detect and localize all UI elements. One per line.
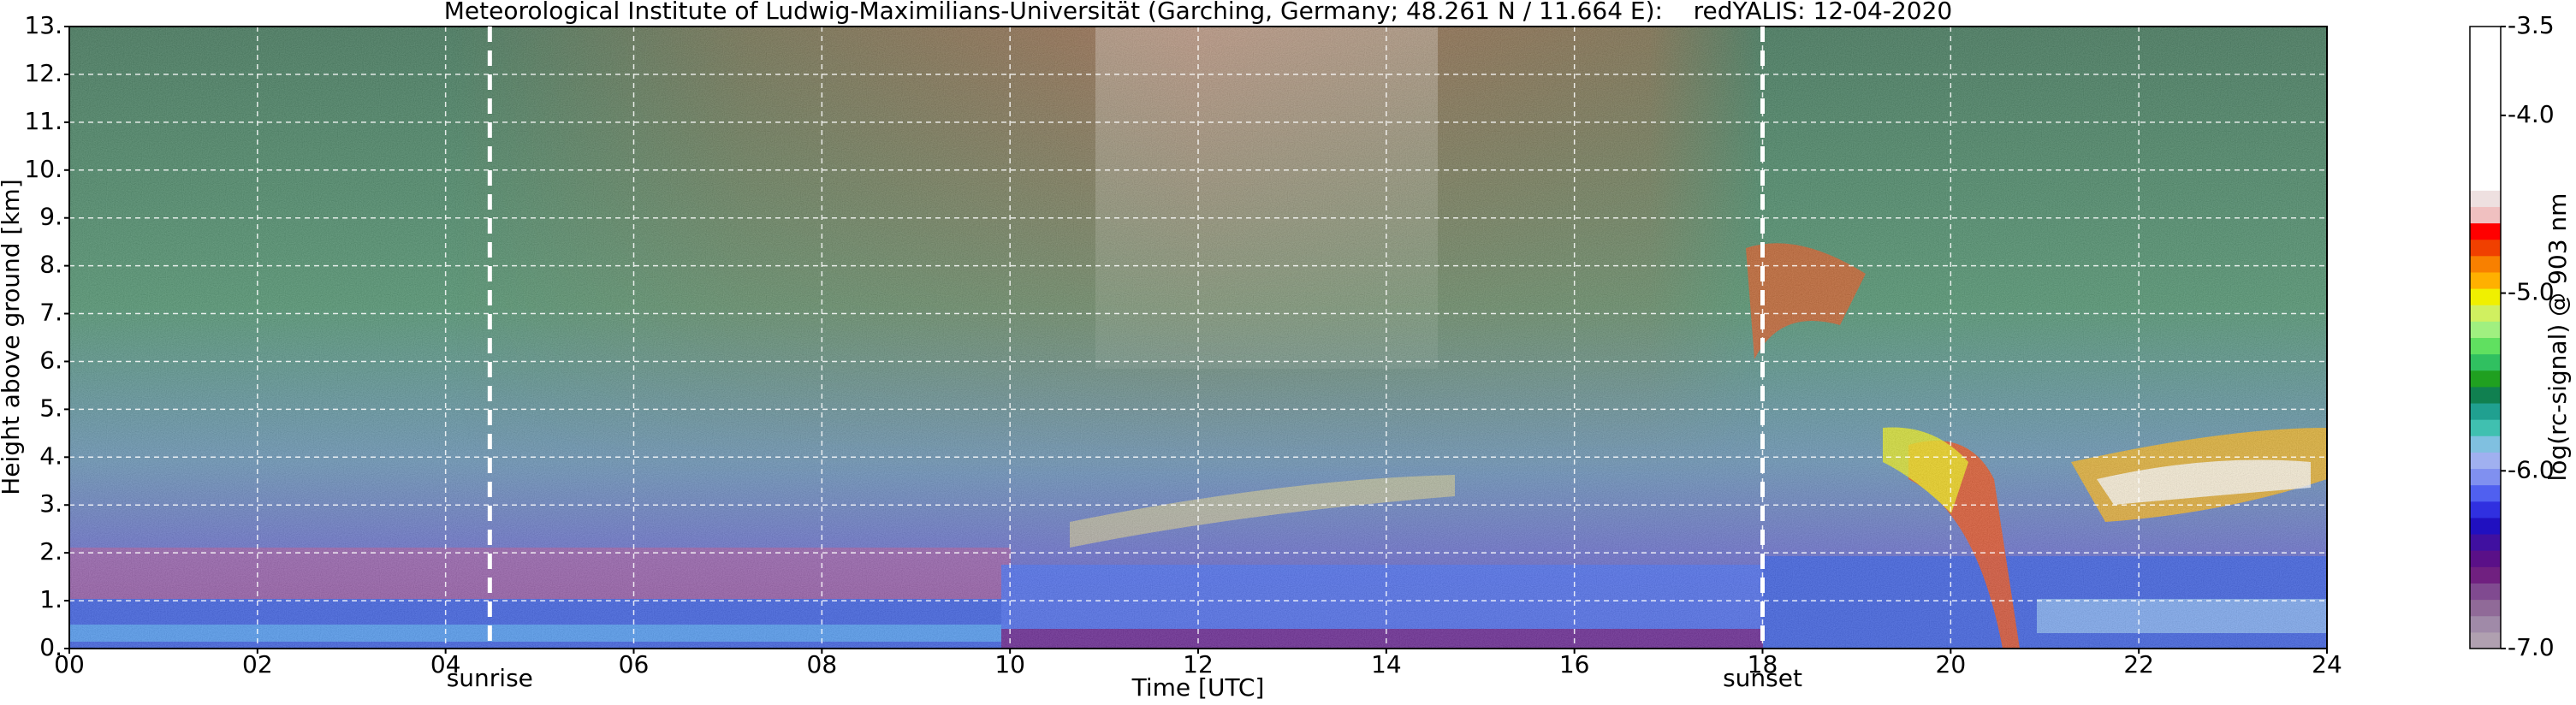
x-tick-label: 06 <box>619 650 650 678</box>
colorbar-swatch <box>2470 271 2501 289</box>
x-tick-label: 10 <box>994 650 1025 678</box>
colorbar-swatch <box>2470 255 2501 273</box>
y-tick-label: 1. <box>39 585 62 613</box>
y-tick-label: 3. <box>39 489 62 518</box>
colorbar-swatch <box>2470 124 2501 142</box>
colorbar-swatch <box>2470 386 2501 404</box>
x-tick-label: 24 <box>2312 650 2342 678</box>
colorbar-tick-label: -6.0 <box>2508 455 2555 483</box>
y-tick-label: 2. <box>39 537 62 566</box>
colorbar-swatch <box>2470 370 2501 388</box>
colorbar-swatch <box>2470 583 2501 601</box>
x-tick-label: 02 <box>242 650 273 678</box>
y-tick-label: 6. <box>39 346 62 374</box>
colorbar-swatch <box>2470 403 2501 420</box>
y-tick-label: 11. <box>24 107 62 135</box>
x-tick-label: 00 <box>54 650 85 678</box>
y-axis-label: Height above ground [km] <box>0 179 25 495</box>
colorbar-swatch <box>2470 353 2501 371</box>
y-tick-label: 8. <box>39 251 62 279</box>
colorbar-swatch <box>2470 452 2501 470</box>
chart-title: Meteorological Institute of Ludwig-Maxim… <box>444 0 1952 25</box>
x-tick-label: 20 <box>1936 650 1967 678</box>
colorbar-swatch <box>2470 501 2501 518</box>
event-label: sunset <box>1723 664 1802 692</box>
colorbar-swatch <box>2470 222 2501 240</box>
colorbar-swatch <box>2470 435 2501 453</box>
colorbar-swatch <box>2470 534 2501 551</box>
y-tick-label: 5. <box>39 394 62 422</box>
colorbar-swatch <box>2470 615 2501 633</box>
x-tick-label: 12 <box>1183 650 1214 678</box>
colorbar-tick-label: -7.0 <box>2508 633 2555 661</box>
y-tick-label: 12. <box>24 59 62 87</box>
x-tick-label: 16 <box>1559 650 1590 678</box>
colorbar-swatch <box>2470 305 2501 322</box>
colorbar-swatch <box>2470 321 2501 338</box>
colorbar-swatch <box>2470 631 2501 649</box>
colorbar-swatch <box>2470 468 2501 486</box>
x-axis-label: Time [UTC] <box>1131 673 1265 702</box>
colorbar-swatch <box>2470 239 2501 257</box>
colorbar-frame <box>2469 26 2502 649</box>
colorbar-swatch <box>2470 43 2501 60</box>
colorbar-swatch <box>2470 337 2501 355</box>
colorbar-swatch <box>2470 566 2501 584</box>
x-tick-label: 08 <box>807 650 838 678</box>
colorbar-label: log(rc-signal) @ 903 nm <box>2543 193 2572 482</box>
colorbar-swatch <box>2470 140 2501 158</box>
y-tick-label: 4. <box>39 441 62 470</box>
colorbar-swatch <box>2470 419 2501 436</box>
colorbar-swatch <box>2470 27 2501 44</box>
x-tick-label: 14 <box>1371 650 1402 678</box>
colorbar-tick-label: -4.0 <box>2508 100 2555 128</box>
colorbar-swatch <box>2470 108 2501 126</box>
colorbar-swatch <box>2470 174 2501 191</box>
colorbar-swatch <box>2470 92 2501 110</box>
colorbar-swatch <box>2470 206 2501 224</box>
y-tick-label: 9. <box>39 203 62 231</box>
y-tick-label: 13. <box>24 11 62 39</box>
colorbar-swatch <box>2470 517 2501 535</box>
colorbar-tick-label: -3.5 <box>2508 11 2555 39</box>
x-tick-label: 04 <box>430 650 461 678</box>
x-tick-label: 18 <box>1748 650 1778 678</box>
x-tick-label: 22 <box>2123 650 2154 678</box>
colorbar-swatch <box>2470 599 2501 617</box>
colorbar-swatch <box>2470 59 2501 76</box>
event-label: sunrise <box>447 664 533 692</box>
colorbar-swatch <box>2470 75 2501 93</box>
y-tick-label: 10. <box>24 155 62 183</box>
colorbar-swatch <box>2470 190 2501 207</box>
colorbar-swatch <box>2470 288 2501 305</box>
colorbar-swatch <box>2470 157 2501 175</box>
y-tick-label: 0. <box>39 633 62 661</box>
colorbar-tick-label: -5.0 <box>2508 278 2555 306</box>
colorbar-swatch <box>2470 550 2501 567</box>
y-tick-label: 7. <box>39 299 62 327</box>
colorbar-swatch <box>2470 484 2501 502</box>
